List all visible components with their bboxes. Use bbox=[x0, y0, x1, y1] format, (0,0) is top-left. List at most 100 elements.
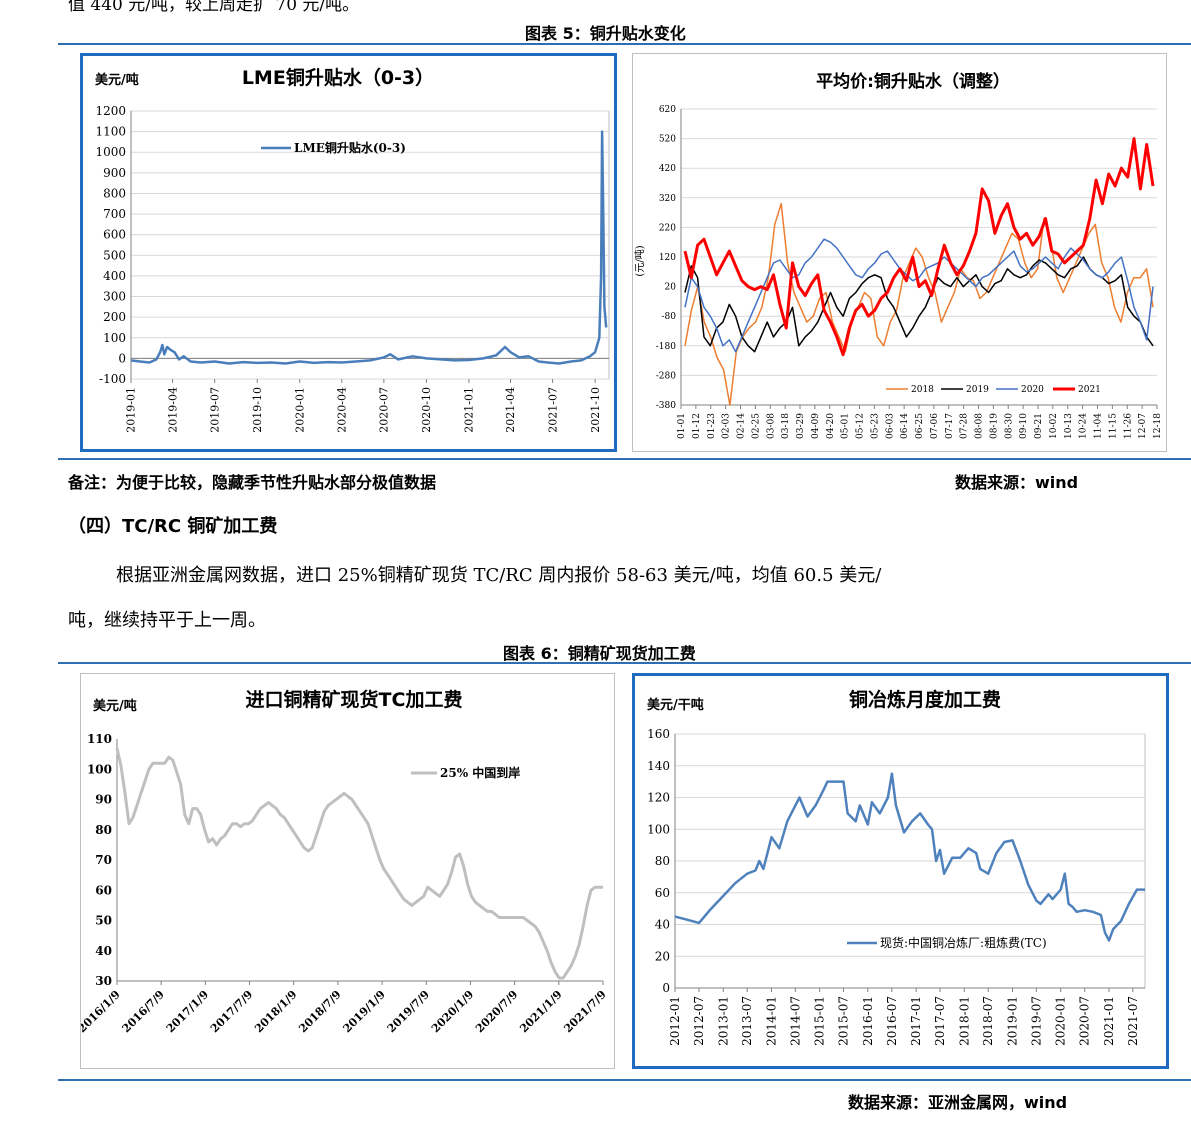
x-tick-label: 05-23 bbox=[870, 413, 880, 439]
y-tick-label: 200 bbox=[103, 310, 126, 324]
top-partial-text: 值 440 元/吨，较上周走扩 70 元/吨。 bbox=[68, 0, 360, 15]
x-tick-label: 2019-04 bbox=[166, 387, 179, 433]
x-tick-label: 2017-07 bbox=[933, 996, 947, 1046]
y-tick-label: 420 bbox=[659, 164, 676, 174]
x-tick-label: 2019-01 bbox=[1005, 996, 1019, 1046]
x-tick-label: 2021/7/9 bbox=[561, 988, 608, 1035]
x-tick-label: 2014-07 bbox=[788, 996, 802, 1046]
y-tick-label: -380 bbox=[656, 401, 676, 411]
x-tick-label: 12-18 bbox=[1153, 413, 1163, 439]
legend-label: 2018 bbox=[911, 385, 934, 395]
y-tick-label: 800 bbox=[103, 186, 126, 200]
x-tick-label: 2015-01 bbox=[813, 996, 827, 1046]
x-tick-label: 2020/7/9 bbox=[473, 988, 520, 1035]
x-tick-label: 2017/7/9 bbox=[208, 988, 255, 1035]
x-tick-label: 2021-07 bbox=[546, 387, 559, 433]
x-tick-label: 2014-01 bbox=[764, 996, 778, 1046]
smelter-tc-chart: 铜冶炼月度加工费 美元/干吨 0 20 40 60 80 100 120 140 160 2012-0… bbox=[647, 688, 1146, 1046]
y-tick-label: 120 bbox=[659, 253, 676, 263]
x-tick-label: 2019/1/9 bbox=[341, 988, 388, 1035]
x-tick-label: 2019-07 bbox=[1029, 996, 1043, 1046]
x-tick-label: 12-07 bbox=[1138, 413, 1148, 439]
x-tick-label: 2017-01 bbox=[909, 996, 923, 1046]
x-tick-label: 2016/7/9 bbox=[120, 988, 167, 1035]
x-tick-label: 05-12 bbox=[856, 413, 866, 439]
x-tick-label: 2019-01 bbox=[125, 387, 138, 433]
x-tick-label: 2013-01 bbox=[716, 996, 730, 1046]
y-tick-label: 900 bbox=[103, 166, 126, 180]
figure5-source: 数据来源：wind bbox=[955, 473, 1079, 492]
series-line-2020 bbox=[684, 238, 1154, 353]
y-tick-label: 620 bbox=[659, 105, 676, 115]
lme-chart-panel: LME铜升贴水（0-3） 美元/吨 -100 0 100 200 300 400 500 600 7… bbox=[80, 53, 617, 452]
chart-title: 平均价:铜升贴水（调整） bbox=[816, 71, 1010, 92]
x-tick-label: 2020-07 bbox=[1078, 996, 1092, 1046]
y-tick-label: -180 bbox=[656, 342, 676, 352]
figure6-bottom-rule bbox=[58, 1079, 1191, 1081]
x-tick-label: 2021-07 bbox=[1126, 996, 1140, 1046]
x-tick-label: 2020-04 bbox=[335, 387, 348, 433]
x-tick-label: 2019-07 bbox=[208, 387, 221, 433]
x-tick-label: 01-01 bbox=[677, 413, 687, 439]
legend-label: 现货:中国铜冶炼厂:粗炼费(TC) bbox=[880, 935, 1047, 950]
x-tick-label: 01-23 bbox=[707, 413, 717, 439]
x-tick-label: 02-14 bbox=[737, 413, 747, 439]
x-tick-label: 11-15 bbox=[1108, 413, 1118, 439]
figure5-bottom-rule bbox=[58, 458, 1191, 460]
x-tick-label: 2021-10 bbox=[589, 387, 602, 433]
y-tick-label: 320 bbox=[659, 194, 676, 204]
y-tick-label: 60 bbox=[655, 886, 670, 900]
y-tick-label: 0 bbox=[118, 351, 126, 365]
x-tick-label: 2021/1/9 bbox=[517, 988, 564, 1035]
x-tick-label: 2012-01 bbox=[668, 996, 682, 1046]
unit-label: (元/吨) bbox=[633, 245, 646, 276]
y-tick-label: 20 bbox=[655, 949, 670, 963]
y-tick-label: -100 bbox=[99, 372, 126, 386]
x-tick-label: 2020-01 bbox=[1054, 996, 1068, 1046]
x-tick-label: 02-25 bbox=[751, 413, 761, 439]
figure6-source: 数据来源：亚洲金属网，wind bbox=[848, 1093, 1068, 1112]
series-line-LME铜升贴水(0-3) bbox=[130, 130, 608, 365]
x-tick-label: 10-13 bbox=[1064, 413, 1074, 439]
figure6-top-rule bbox=[58, 662, 1191, 664]
avg-premium-chart-panel: 平均价:铜升贴水（调整） (元/吨) -380 -280 -180 -80 20 120 220… bbox=[632, 53, 1167, 452]
legend-label: 2021 bbox=[1078, 385, 1101, 395]
y-tick-label: 80 bbox=[655, 854, 670, 868]
x-tick-label: 09-10 bbox=[1019, 413, 1029, 439]
y-tick-label: 20 bbox=[665, 283, 677, 293]
x-tick-label: 2016-07 bbox=[885, 996, 899, 1046]
y-tick-label: 60 bbox=[95, 883, 112, 897]
x-tick-label: 2018-07 bbox=[981, 996, 995, 1046]
x-tick-label: 10-02 bbox=[1049, 413, 1059, 439]
unit-label: 美元/吨 bbox=[93, 698, 137, 714]
x-tick-label: 03-08 bbox=[766, 413, 776, 439]
x-tick-label: 2020/1/9 bbox=[429, 988, 476, 1035]
y-tick-label: 100 bbox=[103, 331, 126, 345]
x-tick-label: 07-17 bbox=[945, 413, 955, 439]
legend-label: 2019 bbox=[966, 385, 989, 395]
y-tick-label: -80 bbox=[662, 312, 677, 322]
series-line-2018 bbox=[684, 202, 1154, 406]
y-tick-label: 160 bbox=[647, 727, 670, 741]
x-tick-label: 07-28 bbox=[960, 413, 970, 439]
x-tick-label: 01-12 bbox=[692, 413, 702, 439]
y-tick-label: 100 bbox=[647, 822, 670, 836]
y-tick-label: 500 bbox=[103, 248, 126, 262]
avg-premium-chart: 平均价:铜升贴水（调整） (元/吨) -380 -280 -180 -80 20 120 220… bbox=[633, 71, 1163, 439]
y-tick-label: -280 bbox=[656, 371, 676, 381]
y-tick-label: 100 bbox=[87, 762, 112, 776]
series-line-25% 中国到岸 bbox=[115, 747, 603, 980]
x-tick-label: 2021-04 bbox=[504, 387, 517, 433]
x-tick-label: 2019-10 bbox=[251, 387, 264, 433]
y-tick-label: 300 bbox=[103, 290, 126, 304]
x-tick-label: 2012-07 bbox=[692, 996, 706, 1046]
y-tick-label: 520 bbox=[659, 135, 676, 145]
x-tick-label: 04-20 bbox=[826, 413, 836, 439]
x-tick-label: 2018-01 bbox=[957, 996, 971, 1046]
tc-import-chart-panel: 进口铜精矿现货TC加工费 美元/吨 30 40 50 60 70 80 90 100 110 2016… bbox=[75, 673, 615, 1069]
y-tick-label: 1200 bbox=[95, 104, 126, 118]
y-tick-label: 30 bbox=[95, 974, 112, 988]
y-tick-label: 50 bbox=[95, 914, 112, 928]
x-tick-label: 08-30 bbox=[1004, 413, 1014, 439]
section-heading: （四）TC/RC 铜矿加工费 bbox=[68, 516, 278, 537]
